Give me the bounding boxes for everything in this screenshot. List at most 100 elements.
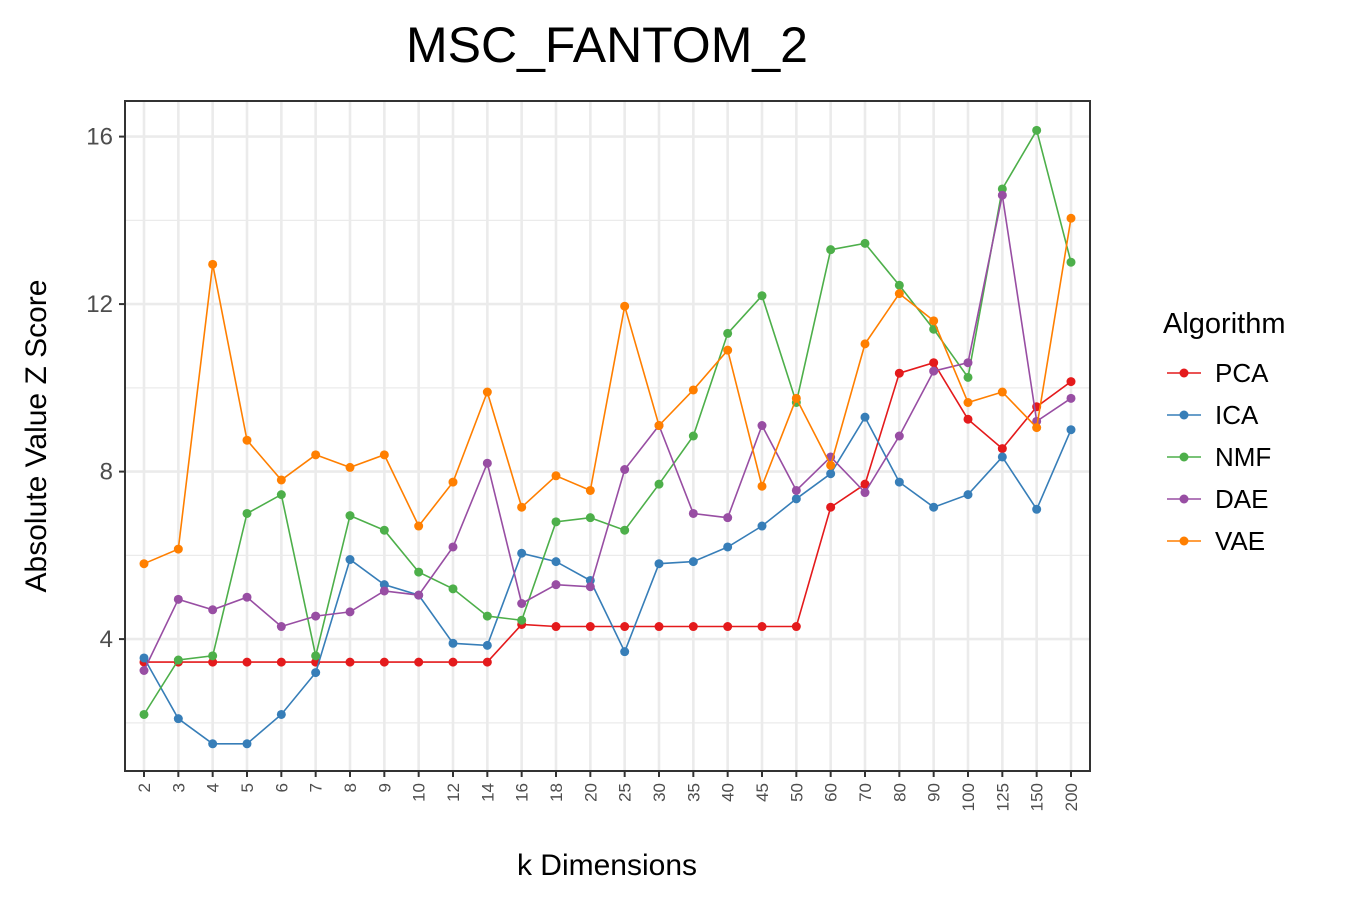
data-point-nmf [242,508,252,518]
data-point-pca [894,368,904,378]
data-point-ica [482,640,492,650]
legend-item-vae: VAE [1167,526,1265,556]
data-point-ica [723,542,733,552]
legend-key-point [1179,452,1189,462]
data-point-vae [208,259,218,269]
data-point-ica [139,653,149,663]
legend-key-point [1179,536,1189,546]
data-point-nmf [1032,125,1042,135]
data-point-ica [860,412,870,422]
legend: Algorithm PCA ICA NMF DAE VAE [1163,308,1286,556]
x-axis-label: k Dimensions [517,849,697,882]
data-point-nmf [1066,257,1076,267]
data-point-nmf [551,517,561,527]
data-point-nmf [208,651,218,661]
data-point-nmf [585,513,595,523]
data-point-nmf [482,611,492,621]
series-layer [139,125,1076,749]
legend-item-ica: ICA [1167,400,1259,430]
data-point-ica [517,548,527,558]
data-point-pca [379,657,389,667]
data-point-vae [894,289,904,299]
data-point-ica [1066,425,1076,435]
data-point-nmf [997,184,1007,194]
x-tick-label: 20 [581,783,600,802]
data-point-ica [757,521,767,531]
data-point-vae [585,485,595,495]
series-line-dae [143,195,1072,671]
data-point-vae [929,316,939,326]
data-point-vae [276,475,286,485]
data-point-nmf [723,328,733,338]
data-point-pca [585,622,595,632]
x-tick-label: 7 [307,783,326,792]
x-tick-label: 25 [616,783,635,802]
x-tick-label: 80 [890,783,909,802]
data-point-nmf [963,372,973,382]
data-point-pca [1066,377,1076,387]
legend-key-point [1179,368,1189,378]
y-tick-label: 8 [100,459,113,486]
data-point-pca [826,502,836,512]
data-point-vae [620,301,630,311]
data-point-pca [688,622,698,632]
data-point-nmf [139,709,149,719]
data-point-ica [654,559,664,569]
x-tick-label: 16 [513,783,532,802]
data-point-vae [654,421,664,431]
data-point-pca [757,622,767,632]
y-axis-label: Absolute Value Z Score [20,280,53,593]
data-point-vae [517,502,527,512]
y-tick-label: 16 [86,124,113,151]
data-point-nmf [345,511,355,521]
data-point-dae [791,485,801,495]
data-point-vae [379,450,389,460]
data-point-ica [448,638,458,648]
legend-item-nmf: NMF [1167,442,1271,472]
data-point-vae [757,481,767,491]
data-point-ica [826,469,836,479]
data-point-ica [997,452,1007,462]
data-point-dae [585,582,595,592]
data-point-dae [757,421,767,431]
legend-item-dae: DAE [1167,484,1268,514]
data-point-vae [1066,213,1076,223]
data-point-pca [791,622,801,632]
data-point-nmf [311,651,321,661]
data-point-nmf [379,525,389,535]
data-point-vae [173,544,183,554]
data-point-dae [482,458,492,468]
data-point-vae [860,339,870,349]
data-point-vae [1032,423,1042,433]
x-tick-label: 35 [684,783,703,802]
data-point-nmf [448,584,458,594]
data-point-nmf [517,615,527,625]
data-point-dae [688,508,698,518]
x-tick-label: 60 [822,783,841,802]
chart-title: MSC_FANTOM_2 [406,17,808,73]
data-point-vae [414,521,424,531]
data-point-vae [688,385,698,395]
series-line-vae [143,218,1072,565]
data-point-dae [1066,393,1076,403]
legend-item-pca: PCA [1167,358,1269,388]
data-point-nmf [654,479,664,489]
x-tick-label: 9 [375,783,394,792]
data-point-vae [345,462,355,472]
data-point-pca [276,657,286,667]
x-tick-label: 40 [719,783,738,802]
data-point-ica [311,668,321,678]
data-point-pca [482,657,492,667]
data-point-pca [242,657,252,667]
data-point-vae [791,393,801,403]
x-tick-label: 45 [753,783,772,802]
data-point-dae [448,542,458,552]
legend-label-vae: VAE [1215,526,1265,556]
data-point-vae [963,398,973,407]
x-tick-label: 5 [238,783,257,792]
data-point-nmf [276,490,286,500]
data-point-dae [242,592,252,602]
data-point-dae [414,590,424,600]
